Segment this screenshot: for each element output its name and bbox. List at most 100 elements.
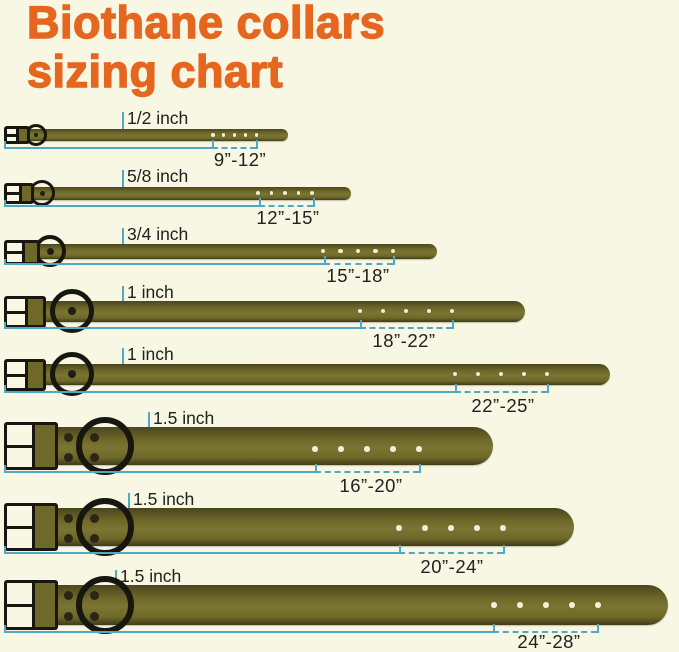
measure-line-solid [4,205,259,207]
rivet-dot [89,611,99,621]
measure-tick [493,624,495,633]
buckle-strap-tab [35,583,55,627]
collar-width-label: 1.5 inch [133,489,195,509]
measure-tick [4,141,6,147]
collar-strap [5,244,437,259]
adjustment-hole [396,525,402,531]
width-marker-line [122,170,124,200]
measure-line-solid [4,471,315,473]
measure-line-dashed [212,147,256,149]
adjustment-hole [569,602,575,608]
rivet-dot [89,590,99,600]
buckle-window [7,254,22,262]
measure-tick [212,140,214,149]
measure-line-dashed [399,552,503,554]
width-marker-line [122,228,124,259]
measure-line-solid [4,631,493,633]
size-range-label: 24”-28” [517,631,581,652]
adjustment-hole [296,191,301,195]
measure-tick [4,259,6,263]
collar-width-label: 3/4 inch [127,224,189,244]
ring-pin-dot [46,247,54,255]
buckle-window [7,186,19,192]
measure-tick [393,256,395,265]
ring-pin-dot [39,190,45,196]
adjustment-hole [390,248,396,254]
buckle-strap-tab [28,299,43,325]
rivet-dot [63,533,73,543]
size-range-label: 16”-20” [339,475,403,496]
adjustment-hole [232,133,237,137]
buckle-strap-tab [28,362,43,388]
buckle-window [7,506,32,526]
title-line-2: sizing chart [26,46,284,97]
measure-tick [4,385,6,391]
d-ring-icon [76,498,134,556]
adjustment-hole [422,525,428,531]
width-marker-line [122,112,124,141]
buckle-icon [4,422,58,470]
measure-tick [452,320,454,329]
measure-tick [503,545,505,554]
buckle-icon [4,183,34,204]
adjustment-hole [338,446,344,452]
adjustment-hole [256,191,260,195]
adjustment-hole [543,602,549,608]
adjustment-hole [498,371,504,377]
d-ring-icon [50,289,94,333]
measure-tick [360,320,362,329]
buckle-strap-tab [35,425,55,467]
measure-line-dashed [259,205,313,207]
size-range-label: 12”-15” [256,207,320,228]
adjustment-hole [283,191,287,195]
measure-line-solid [4,147,212,149]
adjustment-hole [380,308,386,314]
adjustment-hole [491,602,497,608]
adjustment-hole [373,248,378,254]
rivet-dot [89,513,99,523]
size-range-label: 22”-25” [471,395,535,416]
adjustment-hole [320,248,326,254]
adjustment-hole [500,525,506,531]
rivet-dot [89,432,99,442]
rivet-dot [63,432,73,442]
rivet-dot [89,533,99,543]
buckle-window [7,362,26,374]
buckle-window [7,447,32,467]
measure-tick [547,384,549,393]
buckle-window [7,243,22,251]
collar-width-label: 1.5 inch [120,566,182,586]
collar-strap [5,301,525,322]
buckle-icon [4,126,30,144]
measure-line-solid [4,327,360,329]
buckle-window [7,129,17,134]
d-ring-icon [50,352,94,396]
measure-tick [324,256,326,265]
measure-tick [4,465,6,471]
buckle-icon [4,359,46,391]
buckle-strap-tab [21,186,31,201]
ring-pin-dot [34,133,38,137]
buckle-window [7,136,17,141]
d-ring-icon [76,417,134,475]
adjustment-hole [474,525,480,531]
measure-tick [4,625,6,631]
rivet-dot [63,513,73,523]
adjustment-hole [211,133,215,137]
adjustment-hole [357,308,363,314]
measure-tick [4,200,6,205]
size-range-label: 20”-24” [420,556,484,577]
buckle-icon [4,503,58,551]
size-range-label: 9”-12” [213,149,267,170]
collar-width-label: 1/2 inch [127,108,189,128]
buckle-window [7,606,32,627]
adjustment-hole [595,602,601,608]
title-line-1: Biothane collars [26,0,386,48]
measure-tick [256,140,258,149]
buckle-window [7,195,19,201]
ring-pin-dot [68,370,76,378]
adjustment-hole [517,602,523,608]
size-range-label: 18”-22” [372,330,436,351]
adjustment-hole [426,308,432,314]
